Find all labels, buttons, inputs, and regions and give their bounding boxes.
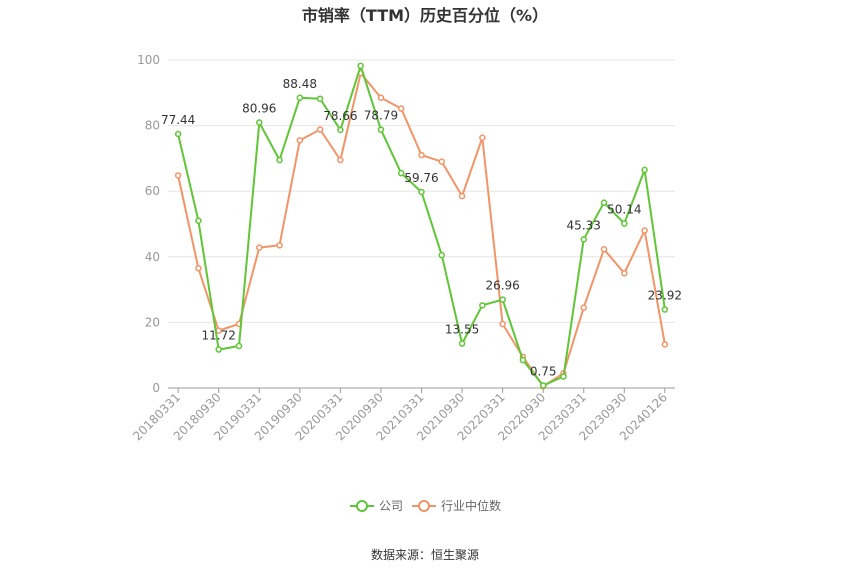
data-point-industry-median[interactable] (621, 269, 628, 277)
data-point-company[interactable] (377, 126, 385, 133)
data-point-company[interactable] (215, 346, 222, 353)
data-label: 13.55 (445, 323, 479, 337)
series-layer (174, 62, 669, 390)
data-point-company[interactable] (235, 342, 243, 350)
data-point-industry-median[interactable] (438, 158, 446, 165)
data-label: 26.96 (485, 279, 519, 293)
data-point-company[interactable] (539, 382, 547, 389)
y-tick-label: 80 (145, 119, 160, 133)
data-point-company[interactable] (195, 217, 202, 224)
data-point-company[interactable] (621, 220, 628, 227)
data-point-industry-median[interactable] (661, 341, 669, 348)
data-point-company[interactable] (174, 130, 182, 138)
legend-item-industry-median[interactable]: 行业中位数 (412, 498, 501, 513)
data-point-industry-median[interactable] (276, 242, 283, 249)
data-point-industry-median[interactable] (641, 227, 648, 234)
data-label: 59.76 (404, 171, 438, 185)
data-point-industry-median[interactable] (458, 192, 466, 200)
data-point-company[interactable] (418, 188, 425, 196)
data-point-industry-median[interactable] (499, 320, 506, 328)
data-point-industry-median[interactable] (479, 134, 486, 141)
y-tick-label: 60 (145, 184, 160, 198)
data-point-company[interactable] (661, 306, 669, 313)
data-point-industry-median[interactable] (337, 156, 344, 164)
data-point-company[interactable] (580, 236, 587, 243)
data-point-company[interactable] (256, 119, 263, 126)
data-labels: 77.44 11.72 80.96 88.48 78.66 78.79 59.76 13.55… (161, 77, 682, 379)
data-point-company[interactable] (337, 126, 344, 134)
data-label: 80.96 (242, 101, 276, 115)
data-point-company[interactable] (438, 251, 446, 259)
y-tick-label: 20 (145, 315, 160, 329)
data-label: 88.48 (283, 77, 317, 91)
data-label: 78.79 (364, 109, 398, 123)
data-point-industry-median[interactable] (580, 304, 587, 311)
data-point-industry-median[interactable] (296, 137, 304, 144)
data-point-company[interactable] (357, 62, 364, 70)
y-tick-label: 100 (137, 53, 160, 67)
legend-label: 行业中位数 (441, 498, 501, 513)
data-point-company[interactable] (560, 373, 567, 380)
data-point-company[interactable] (276, 156, 283, 164)
data-label: 23.92 (648, 289, 682, 303)
data-label: 45.33 (567, 218, 601, 232)
legend-label: 公司 (379, 499, 403, 513)
data-point-industry-median[interactable] (256, 244, 263, 251)
data-point-company[interactable] (397, 169, 405, 177)
data-label: 50.14 (607, 203, 641, 217)
data-point-company[interactable] (296, 94, 304, 102)
data-point-company[interactable] (499, 296, 506, 303)
data-point-company[interactable] (519, 356, 527, 364)
data-point-company[interactable] (600, 199, 608, 206)
data-label: 78.66 (323, 109, 357, 123)
y-tick-label: 40 (145, 250, 160, 264)
data-point-company[interactable] (479, 302, 486, 309)
source-note: 数据来源：恒生聚源 (371, 547, 479, 562)
data-label: 77.44 (161, 113, 195, 127)
data-point-company[interactable] (316, 95, 324, 102)
data-point-industry-median[interactable] (418, 151, 425, 159)
data-label: 0.75 (530, 365, 557, 379)
data-point-industry-median[interactable] (377, 94, 385, 101)
data-point-industry-median[interactable] (195, 265, 202, 272)
data-label: 11.72 (202, 329, 236, 343)
data-point-industry-median[interactable] (316, 126, 324, 133)
legend-marker-icon (418, 500, 430, 512)
legend[interactable]: 公司 行业中位数 (350, 498, 501, 513)
legend-item-company[interactable]: 公司 (350, 499, 403, 513)
data-point-industry-median[interactable] (174, 172, 182, 179)
data-point-industry-median[interactable] (397, 105, 405, 112)
data-point-company[interactable] (458, 340, 466, 347)
legend-marker-icon (356, 500, 368, 512)
data-point-company[interactable] (641, 166, 648, 174)
y-tick-label: 0 (152, 381, 160, 395)
chart-title: 市销率（TTM）历史百分位（%） (302, 6, 548, 25)
data-point-industry-median[interactable] (600, 246, 608, 253)
